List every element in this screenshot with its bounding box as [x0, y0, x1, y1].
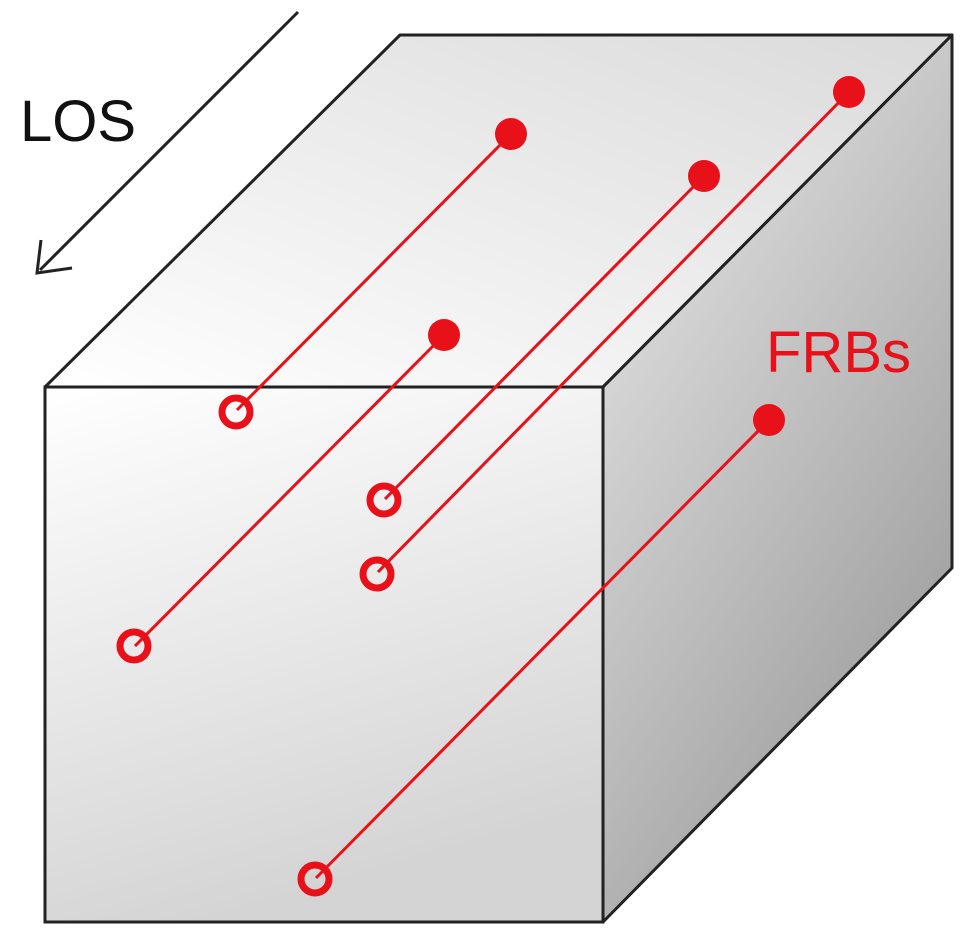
los-arrow-icon [35, 10, 300, 275]
frb-source-dot [495, 118, 527, 150]
frb-observer-ring [218, 394, 254, 430]
frb-track-3 [359, 76, 865, 592]
frb-source-dot [753, 404, 785, 436]
frb-track-4 [116, 319, 460, 664]
frb-source-dot [688, 160, 720, 192]
frb-observer-ring [116, 628, 152, 664]
frb-track-5 [297, 404, 785, 897]
frb-track-2 [366, 160, 720, 518]
cube [43, 33, 954, 924]
frbs-label: FRBs [766, 320, 911, 385]
cube-front-face [43, 385, 605, 924]
frb-observer-ring [359, 556, 395, 592]
frb-source-dot [833, 76, 865, 108]
frb-track-1 [218, 118, 527, 430]
frb-observer-ring [366, 482, 402, 518]
frb-observer-ring [297, 861, 333, 897]
frb-source-dot [428, 319, 460, 351]
los-label: LOS [20, 89, 136, 154]
